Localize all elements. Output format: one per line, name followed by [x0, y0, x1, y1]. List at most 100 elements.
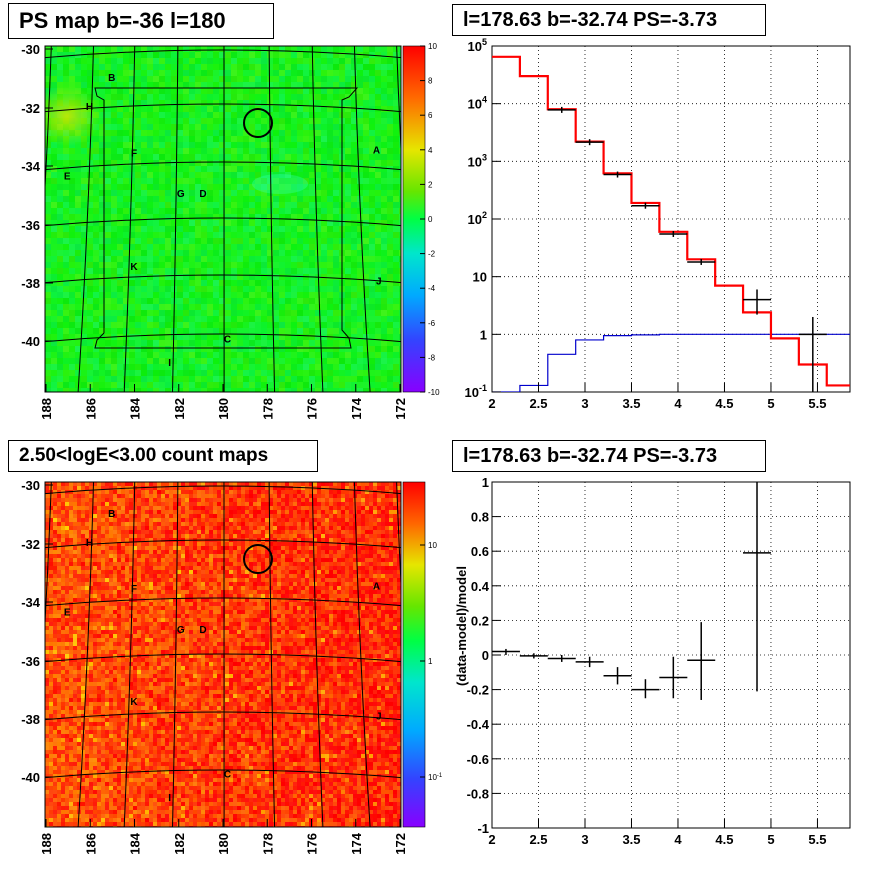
meridian-line: [396, 482, 401, 594]
residual-frame: [491, 481, 851, 829]
x-tick-label: 2: [488, 396, 495, 411]
meridian-line: [77, 482, 95, 827]
source-label: E: [64, 172, 71, 183]
x-tick-label: 172: [393, 398, 408, 420]
y-tick-label: -40: [21, 770, 40, 785]
x-tick-label: 188: [39, 833, 54, 855]
x-tick-label: 5: [767, 832, 774, 847]
y-tick-label: -38: [21, 276, 40, 291]
source-label: F: [131, 584, 137, 595]
source-label: H: [86, 538, 93, 549]
y-tick-label: -30: [21, 42, 40, 57]
y-tick-label: 1: [482, 475, 489, 490]
source-label: D: [199, 625, 206, 636]
y-tick-label: -0.6: [467, 752, 489, 767]
parallel-line: [45, 333, 401, 343]
colorbar-label: 10: [428, 42, 437, 51]
x-tick-label: 186: [83, 398, 98, 420]
x-tick-label: 4.5: [715, 396, 733, 411]
source-label: G: [177, 189, 185, 200]
x-tick-label: 5: [767, 396, 774, 411]
parallel-line: [45, 597, 401, 607]
colorbar-label: 10-1: [428, 773, 443, 782]
count-map-colorbar-frame: [402, 481, 426, 828]
x-tick-label: 174: [349, 397, 364, 419]
x-tick-label: 176: [305, 833, 320, 855]
colorbar-label: 6: [428, 111, 433, 120]
ps-map-position-marker: [243, 108, 273, 138]
source-label: B: [108, 73, 115, 84]
x-tick-label: 2.5: [529, 396, 547, 411]
y-tick-label: -34: [21, 159, 41, 174]
source-label: J: [376, 276, 382, 287]
source-label: G: [177, 625, 185, 636]
colorbar-label: -10: [428, 388, 440, 397]
colorbar-label: 0: [428, 215, 433, 224]
x-tick-label: 180: [216, 833, 231, 855]
spectrum-plot-area: [492, 46, 850, 392]
y-tick-label: 105: [468, 37, 487, 54]
parallel-line: [45, 49, 401, 59]
y-tick-label: -34: [21, 595, 41, 610]
y-tick-label: 10-1: [465, 383, 487, 400]
colorbar-label: 1: [428, 657, 433, 666]
count-map-position-marker: [243, 544, 273, 574]
y-tick-label: -0.4: [467, 717, 490, 732]
y-tick-label: -36: [21, 218, 40, 233]
y-tick-label: 10: [473, 270, 487, 285]
x-tick-label: 178: [260, 833, 275, 855]
x-tick-label: 184: [128, 397, 143, 419]
x-tick-label: 3.5: [622, 832, 640, 847]
y-tick-label: -1: [477, 821, 489, 836]
meridian-line: [45, 46, 52, 197]
x-tick-label: 4: [674, 396, 682, 411]
x-tick-label: 2.5: [529, 832, 547, 847]
ps-map-hotspot: [45, 86, 102, 146]
residual-title: l=178.63 b=-32.74 PS=-3.73: [452, 440, 766, 472]
source-label: F: [131, 148, 137, 159]
meridian-line: [311, 482, 324, 827]
background-model-line: [492, 333, 850, 392]
x-tick-label: 174: [349, 832, 364, 854]
parallel-line: [45, 103, 401, 113]
y-tick-label: -38: [21, 712, 40, 727]
ps-map-colorbar: [403, 46, 425, 392]
y-tick-label: 0.4: [471, 579, 490, 594]
parallel-line: [45, 653, 401, 663]
source-label: B: [108, 509, 115, 520]
source-label: E: [64, 607, 71, 618]
y-tick-label: 0.2: [471, 613, 489, 628]
ps-map-plot-area: [45, 46, 401, 392]
y-tick-label: 104: [468, 95, 487, 112]
source-label: A: [373, 581, 380, 592]
y-tick-label: -30: [21, 478, 40, 493]
ps-map-coldspot: [252, 174, 308, 194]
meridian-line: [396, 46, 401, 159]
source-label: I: [168, 358, 171, 369]
colorbar-label: 2: [428, 180, 433, 189]
y-tick-label: -32: [21, 101, 40, 116]
parallel-line: [45, 217, 401, 227]
x-tick-label: 4.5: [715, 832, 733, 847]
source-label: C: [224, 770, 231, 781]
colorbar-label: -4: [428, 284, 436, 293]
source-label: I: [168, 793, 171, 804]
ps-map-title: PS map b=-36 l=180: [8, 3, 274, 39]
source-label: K: [130, 262, 138, 273]
colorbar-label: -6: [428, 319, 436, 328]
x-tick-label: 188: [39, 398, 54, 420]
parallel-line: [45, 274, 401, 284]
meridian-line: [77, 46, 95, 392]
colorbar-label: -8: [428, 353, 436, 362]
y-tick-label: 102: [468, 210, 487, 227]
source-label: J: [376, 712, 382, 723]
source-label: K: [130, 697, 138, 708]
source-label: A: [373, 146, 380, 157]
source-label: H: [86, 102, 93, 113]
ps-map-graticule: [45, 46, 401, 392]
y-tick-label: -32: [21, 537, 40, 552]
meridian-line: [45, 482, 52, 632]
x-tick-label: 3: [581, 832, 588, 847]
x-tick-label: 2: [488, 832, 495, 847]
y-tick-label: -0.2: [467, 683, 489, 698]
